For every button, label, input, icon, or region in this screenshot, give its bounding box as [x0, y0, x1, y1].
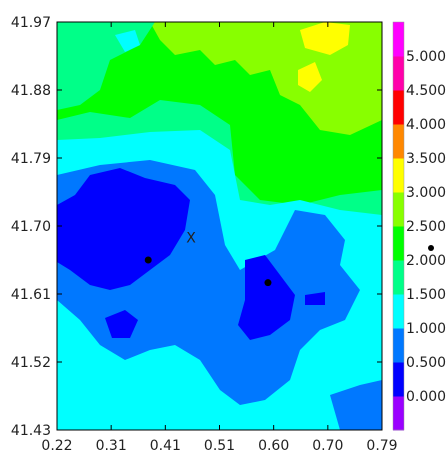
- colorbar-frame: [392, 21, 405, 431]
- y-tick-label: 41.52: [11, 355, 51, 371]
- marker-dot: [264, 279, 272, 287]
- colorbar-segment: [393, 362, 404, 397]
- outside-marker-dot: [428, 245, 434, 251]
- colorbar-label: 2.000: [406, 253, 446, 269]
- colorbar-segment: [393, 22, 404, 57]
- colorbar-label: 4.000: [406, 117, 446, 133]
- y-tick-label: 41.88: [11, 83, 51, 99]
- x-tick-label: 0.22: [41, 438, 72, 454]
- contour-band-3-3.5: [298, 62, 322, 92]
- y-tick-label: 41.70: [11, 219, 51, 235]
- contour-field: [57, 22, 382, 430]
- x-axis: 0.22 0.31 0.41 0.51 0.60 0.70 0.79: [41, 22, 398, 454]
- contour-band-1.5-2: [115, 30, 140, 52]
- colorbar-label: 5.000: [406, 49, 446, 65]
- contour-band-0.5-1: [305, 292, 325, 305]
- colorbar-label: 0.000: [406, 389, 446, 405]
- colorbar-label: 3.500: [406, 151, 446, 167]
- y-tick-label: 41.97: [11, 15, 51, 31]
- contour-band-0.5-1: [105, 310, 138, 338]
- colorbar-label: 1.000: [406, 321, 446, 337]
- colorbar-segment: [393, 328, 404, 363]
- contour-band-3-3.5: [300, 22, 350, 55]
- colorbar-label: 3.000: [406, 185, 446, 201]
- marker-cross: X: [186, 230, 196, 246]
- markers: X: [144, 230, 434, 287]
- y-tick-label: 41.43: [11, 423, 51, 439]
- colorbar-label: 1.500: [406, 287, 446, 303]
- marker-dot: [144, 256, 152, 264]
- colorbar-segment: [393, 56, 404, 91]
- y-tick-label: 41.61: [11, 287, 51, 303]
- contour-band-1-1.5: [330, 380, 382, 430]
- colorbar-segment: [393, 158, 404, 193]
- colorbar-label: 2.500: [406, 219, 446, 235]
- colorbar-segment: [393, 396, 404, 431]
- x-tick-label: 0.41: [150, 438, 181, 454]
- x-tick-label: 0.79: [366, 438, 397, 454]
- x-tick-label: 0.70: [312, 438, 343, 454]
- contour-band-0.5-1: [57, 168, 190, 290]
- colorbar-segment: [393, 260, 404, 295]
- colorbar-segment: [393, 192, 404, 227]
- colorbar-segment: [393, 90, 404, 125]
- y-tick-label: 41.79: [11, 151, 51, 167]
- x-tick-label: 0.60: [258, 438, 289, 454]
- y-axis: 41.97 41.88 41.79 41.70 41.61 41.52 41.43: [11, 15, 382, 439]
- colorbar-segment: [393, 294, 404, 329]
- x-tick-label: 0.31: [96, 438, 127, 454]
- colorbar-segment: [393, 124, 404, 159]
- x-tick-label: 0.51: [204, 438, 235, 454]
- colorbar-label: 4.500: [406, 83, 446, 99]
- colorbar-segment: [393, 226, 404, 261]
- colorbar-label: 0.500: [406, 355, 446, 371]
- colorbar: 0.000 0.500 1.000 1.500 2.000 2.500 3.000 3.500…: [392, 21, 446, 431]
- contour-band-0.5-1: [238, 255, 295, 340]
